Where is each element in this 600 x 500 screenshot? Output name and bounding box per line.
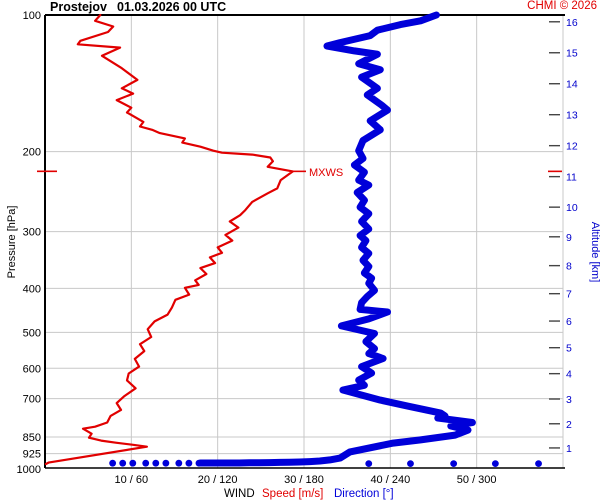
altitude-tick-label: 14 [566,79,578,91]
wind-tick-label: 50 / 300 [457,474,497,486]
surface-direction-dot [407,460,414,468]
wind-tick-label: 30 / 180 [284,474,324,486]
pressure-tick-label: 500 [23,327,41,339]
copyright: CHMI © 2026 [527,0,597,12]
altitude-tick-label: 1 [566,443,572,455]
legend-wind: WIND [224,488,255,500]
surface-direction-dot [152,459,160,467]
altitude-tick-label: 5 [566,343,572,355]
altitude-tick-label: 16 [566,17,578,29]
altitude-tick-label: 13 [566,110,578,122]
surface-direction-dot [109,459,117,467]
altitude-tick-label: 3 [566,394,572,406]
pressure-tick-label: 600 [23,363,41,375]
altitude-tick-label: 11 [566,172,577,184]
surface-direction-dot [365,460,373,468]
surface-direction-dot [162,459,170,467]
wind-tick-label: 20 / 120 [198,474,238,486]
pressure-tick-label: 850 [23,432,41,444]
pressure-tick-label: 100 [23,10,41,22]
direction-curve [196,11,476,467]
surface-direction-dot [129,459,137,467]
altitude-tick-label: 15 [566,48,578,60]
surface-direction-dot [491,460,499,468]
altitude-tick-label: 12 [566,141,578,153]
pressure-tick-label: 300 [23,227,41,239]
altitude-tick-label: 6 [566,316,572,328]
pressure-axis-title: Pressure [hPa] [6,206,18,279]
sounding-datetime: 01.03.2026 00 UTC [117,0,227,14]
altitude-tick-label: 4 [566,369,572,381]
surface-direction-dot [450,460,458,468]
altitude-tick-label: 9 [566,232,572,244]
surface-direction-dot [142,459,150,467]
pressure-tick-label: 400 [23,283,41,295]
surface-direction-dot [535,460,542,468]
pressure-tick-label: 200 [23,147,41,159]
altitude-tick-label: 2 [566,419,572,431]
wind-tick-label: 10 / 60 [115,474,149,486]
altitude-tick-label: 8 [566,261,572,273]
surface-direction-dot [119,459,127,467]
surface-direction-dot [175,459,183,467]
wind-tick-label: 40 / 240 [370,474,410,486]
legend-speed: Speed [m/s] [262,488,323,500]
pressure-tick-label: 700 [23,394,41,406]
pressure-tick-label: 925 [23,449,41,461]
altitude-axis-title: Altitude [km] [589,222,600,283]
altitude-tick-label: 10 [566,202,578,214]
surface-direction-dot [185,459,193,467]
pressure-tick-label: 1000 [17,464,41,476]
legend-direction: Direction [°] [334,488,394,500]
mxws-label: MXWS [309,167,343,179]
speed-curve [44,13,294,466]
altitude-tick-label: 7 [566,289,572,301]
surface-direction-dot [195,459,203,467]
station-name: Prostejov [50,0,107,14]
